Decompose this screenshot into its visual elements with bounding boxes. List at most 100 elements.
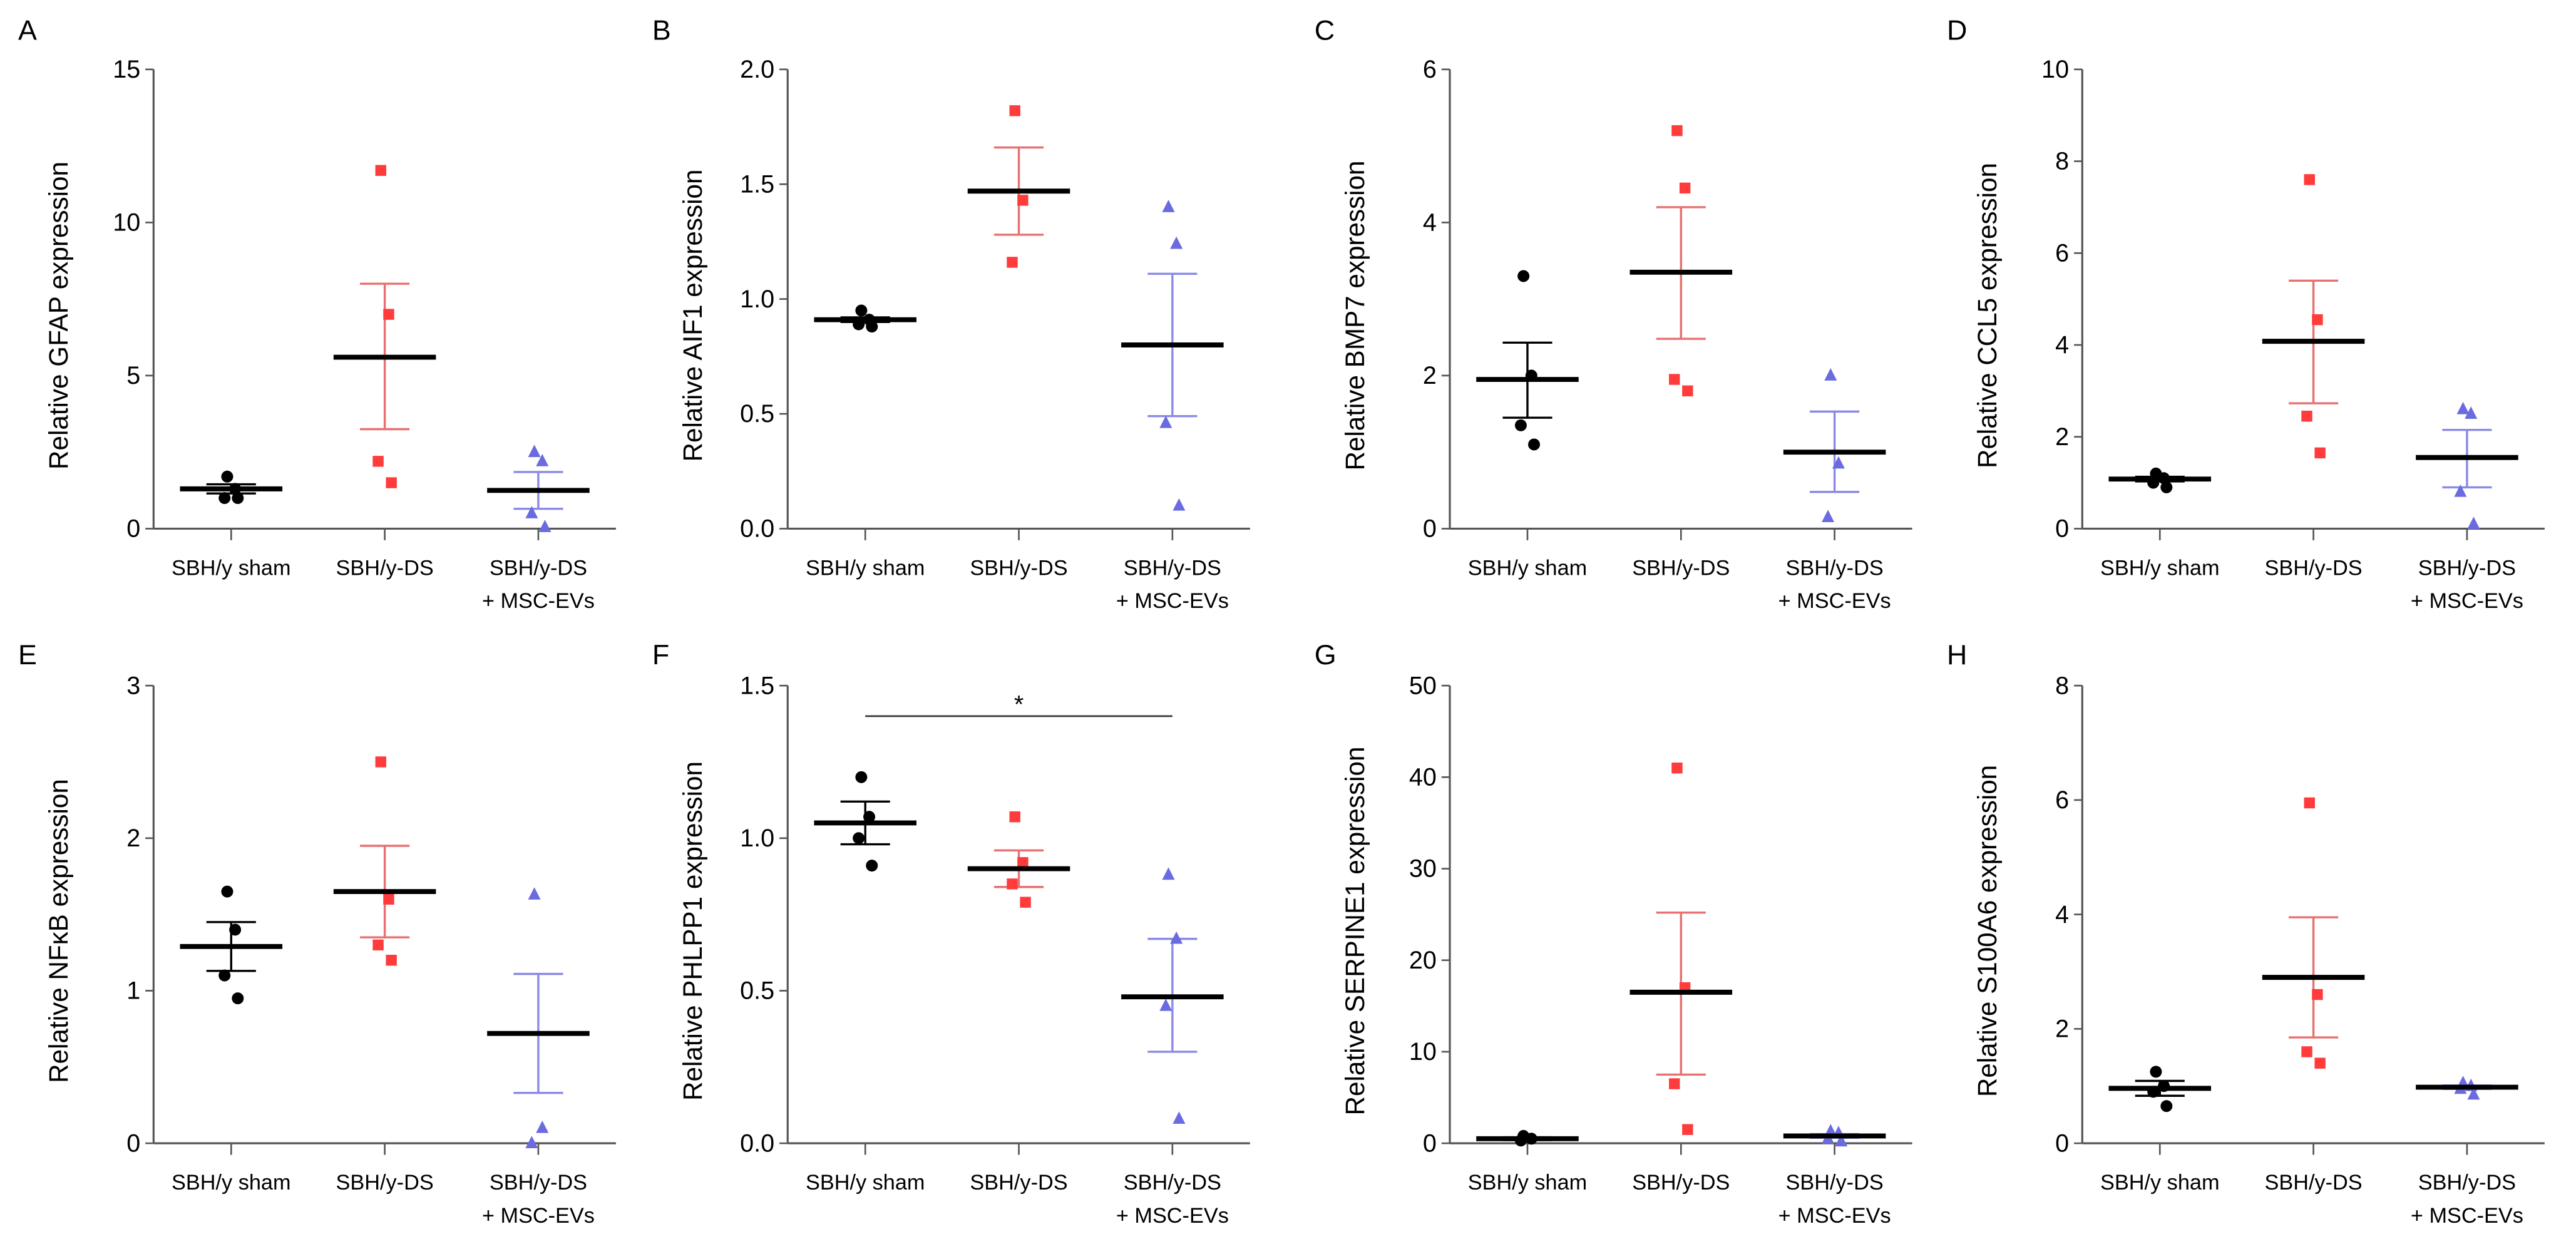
- y-tick-label: 2.0: [740, 56, 774, 83]
- x-tick-label: SBH/y-DS: [490, 556, 587, 580]
- x-tick-label: SBH/y-DS: [1786, 1171, 1884, 1195]
- data-point: [1822, 510, 1835, 523]
- y-tick-label: 10: [113, 209, 140, 237]
- x-tick-label: SBH/y-DS: [970, 1171, 1067, 1195]
- data-point: [1173, 498, 1186, 511]
- data-point: [383, 893, 394, 905]
- y-axis-label: Relative AIF1 expression: [678, 170, 707, 462]
- data-point: [1173, 1111, 1186, 1124]
- data-point: [1679, 182, 1691, 194]
- x-tick-label: SBH/y sham: [1468, 1171, 1587, 1195]
- y-tick-label: 2: [2055, 1015, 2069, 1043]
- y-tick-label: 0: [2055, 515, 2069, 543]
- x-tick-label: SBH/y-DS: [2418, 1171, 2516, 1195]
- x-tick-label: SBH/y sham: [806, 556, 925, 580]
- data-point: [2301, 1046, 2312, 1057]
- y-axis-label: Relative GFAP expression: [44, 162, 73, 470]
- y-tick-label: 2: [2055, 423, 2069, 451]
- y-tick-label: 5: [126, 362, 140, 389]
- y-tick-label: 0: [1423, 1129, 1437, 1157]
- panel-h: H 0 2 4 6 8 Relative S100A6 expression SBH/y sh…: [1947, 639, 2545, 1228]
- data-point: [1528, 438, 1541, 451]
- panel-letter: D: [1947, 14, 1967, 46]
- data-point: [863, 811, 876, 823]
- x-tick-label: SBH/y sham: [1468, 556, 1587, 580]
- y-tick-label: 1.5: [740, 170, 774, 198]
- data-point: [2304, 174, 2315, 185]
- x-tick-label: SBH/y-DS: [2265, 1171, 2363, 1195]
- data-point: [525, 1136, 538, 1149]
- panel-b: B 0.0 0.5 1.0 1.5 2.0 Relative AIF1 expression…: [652, 14, 1250, 613]
- data-point: [372, 939, 384, 951]
- data-point: [2301, 411, 2312, 422]
- x-tick-label: + MSC-EVs: [2411, 589, 2523, 613]
- data-point: [1159, 998, 1173, 1011]
- x-tick-label: SBH/y sham: [172, 556, 290, 580]
- y-tick-label: 2: [1423, 362, 1437, 389]
- x-tick-label: + MSC-EVs: [1116, 1204, 1229, 1228]
- data-point: [1159, 415, 1173, 428]
- data-point: [1162, 867, 1175, 880]
- y-tick-label: 0: [1423, 515, 1437, 543]
- y-tick-label: 6: [2055, 239, 2069, 267]
- y-tick-label: 30: [1409, 855, 1437, 883]
- x-tick-label: SBH/y-DS: [970, 556, 1067, 580]
- data-point: [218, 969, 231, 982]
- panel-letter: B: [652, 14, 671, 46]
- data-point: [386, 955, 397, 966]
- data-point: [866, 860, 878, 872]
- data-point: [2160, 481, 2173, 493]
- y-tick-label: 10: [1409, 1038, 1437, 1066]
- data-point: [1682, 385, 1693, 397]
- data-point: [375, 756, 386, 768]
- x-tick-label: SBH/y-DS: [1124, 1171, 1221, 1195]
- data-point: [536, 453, 549, 466]
- y-tick-label: 0: [2055, 1129, 2069, 1157]
- data-point: [1009, 811, 1020, 823]
- y-tick-label: 0: [126, 515, 140, 543]
- y-axis-label: Relative S100A6 expression: [1973, 765, 2002, 1097]
- data-point: [386, 477, 397, 488]
- data-point: [855, 771, 868, 783]
- data-point: [2467, 517, 2480, 530]
- y-axis-label: Relative CCL5 expression: [1973, 163, 2002, 468]
- x-tick-label: SBH/y-DS: [1632, 1171, 1730, 1195]
- y-tick-label: 1.0: [740, 285, 774, 313]
- data-point: [1170, 236, 1183, 249]
- data-point: [1514, 419, 1527, 431]
- x-tick-label: SBH/y-DS: [1632, 556, 1730, 580]
- y-axis-label: Relative SERPINE1 expression: [1340, 747, 1370, 1116]
- data-point: [1009, 105, 1020, 116]
- y-tick-label: 1.0: [740, 825, 774, 852]
- data-point: [2312, 989, 2323, 1000]
- data-point: [2467, 1087, 2480, 1100]
- data-point: [1007, 878, 1018, 890]
- data-point: [221, 885, 233, 898]
- significance-label: *: [1014, 691, 1024, 719]
- y-tick-label: 4: [2055, 331, 2069, 359]
- data-point: [372, 456, 384, 467]
- panel-letter: H: [1947, 639, 1967, 671]
- y-tick-label: 4: [2055, 901, 2069, 928]
- x-tick-label: SBH/y-DS: [490, 1171, 587, 1195]
- panel-letter: G: [1315, 639, 1337, 671]
- data-point: [855, 304, 868, 317]
- data-point: [525, 506, 538, 518]
- y-tick-label: 0.0: [740, 515, 774, 543]
- y-tick-label: 20: [1409, 947, 1437, 974]
- data-point: [232, 992, 244, 1005]
- y-tick-label: 1.5: [740, 672, 774, 699]
- panel-a: A 0 5 10 15 Relative GFAP expression SBH/y sha…: [18, 14, 616, 613]
- data-point: [2465, 406, 2478, 419]
- data-point: [528, 887, 541, 900]
- y-tick-label: 3: [126, 672, 140, 699]
- x-tick-label: + MSC-EVs: [482, 1204, 595, 1228]
- data-point: [1017, 857, 1029, 868]
- data-point: [221, 470, 233, 483]
- data-point: [1682, 1124, 1693, 1135]
- y-tick-label: 1: [126, 977, 140, 1005]
- y-tick-label: 15: [113, 56, 140, 83]
- x-tick-label: SBH/y-DS: [2265, 556, 2363, 580]
- data-point: [2314, 1057, 2326, 1069]
